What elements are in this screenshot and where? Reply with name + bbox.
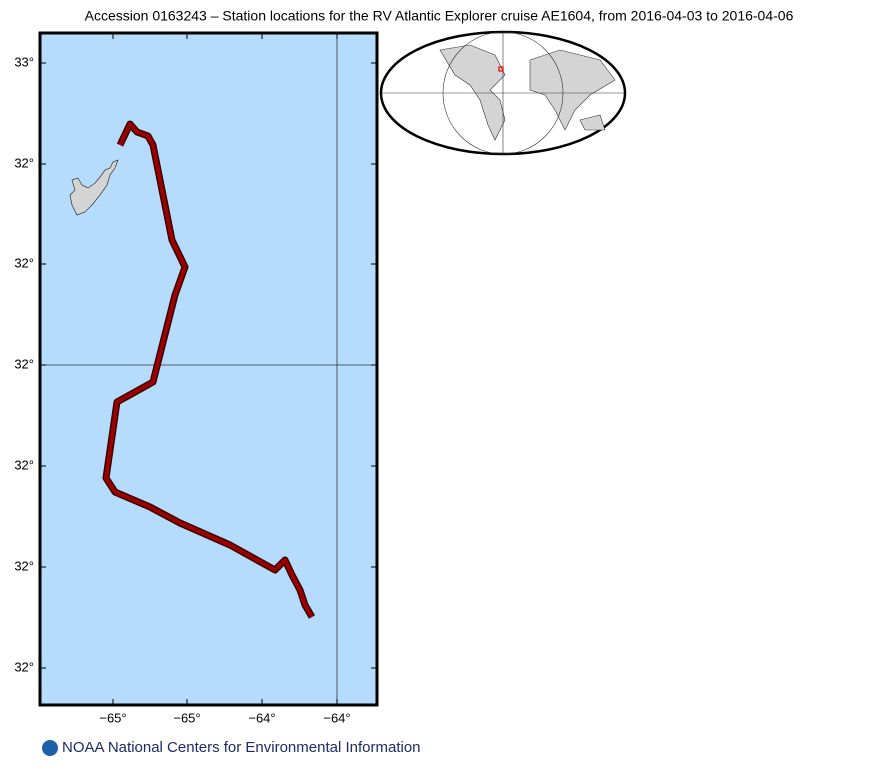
y-tick-label: 32°	[14, 659, 34, 674]
globe-land	[439, 44, 616, 141]
y-tick-label: 33°	[14, 54, 34, 69]
footer-text: NOAA National Centers for Environmental …	[62, 739, 421, 756]
map-title: Accession 0163243 – Station locations fo…	[85, 8, 794, 24]
cruise-track	[104, 122, 314, 619]
map-frame	[38, 31, 379, 707]
ocean	[40, 33, 377, 705]
y-tick-label: 32°	[14, 155, 34, 170]
location-marker	[498, 66, 504, 72]
x-tick-label: −65°	[173, 710, 200, 725]
y-tick-label: 32°	[14, 457, 34, 472]
island	[69, 159, 119, 216]
noaa-logo	[42, 740, 58, 756]
y-tick-label: 32°	[14, 255, 34, 270]
x-tick-label: −64°	[248, 710, 275, 725]
x-tick-label: −65°	[99, 710, 126, 725]
y-tick-label: 32°	[14, 356, 34, 371]
inset-globe	[379, 30, 627, 156]
y-tick-label: 32°	[14, 558, 34, 573]
x-tick-label: −64°	[323, 710, 350, 725]
